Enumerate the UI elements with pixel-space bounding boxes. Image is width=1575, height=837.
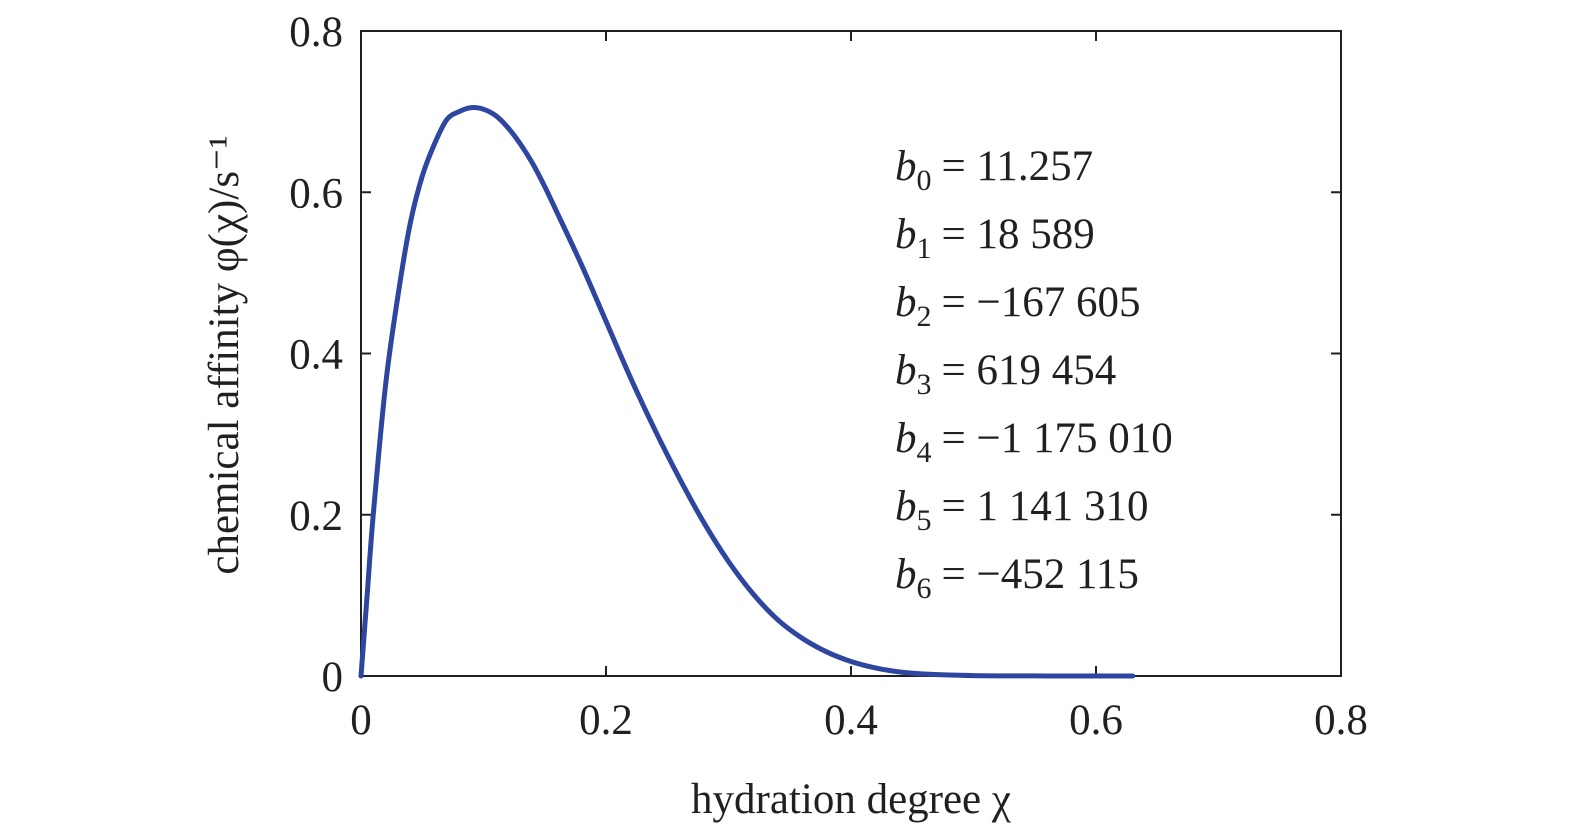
- x-tick-label: 0.2: [579, 697, 633, 744]
- x-tick-label: 0: [350, 697, 372, 744]
- x-tick-label: 0.6: [1069, 697, 1123, 744]
- y-axis-title: chemical affinity φ(χ)/s⁻¹: [201, 135, 248, 574]
- x-axis-ticks: 0 0.2 0.4 0.6 0.8: [350, 31, 1368, 744]
- y-tick-label: 0.8: [289, 9, 343, 56]
- parameter-label: b5 = 1 141 310: [895, 483, 1149, 537]
- y-tick-label: 0: [322, 654, 344, 701]
- x-tick-label: 0.8: [1314, 697, 1368, 744]
- y-axis-ticks: 0 0.2 0.4 0.6 0.8: [289, 9, 1341, 701]
- parameter-label: b2 = −167 605: [895, 279, 1141, 333]
- series-line: [358, 104, 1136, 679]
- y-tick-label: 0.4: [289, 332, 343, 379]
- parameter-label: b1 = 18 589: [895, 211, 1095, 265]
- y-tick-label: 0.2: [289, 493, 343, 540]
- parameter-label: b0 = 11.257: [895, 143, 1093, 197]
- parameter-label: b3 = 619 454: [895, 347, 1116, 401]
- x-tick-label: 0.4: [824, 697, 878, 744]
- x-axis-title: hydration degree χ: [691, 776, 1011, 823]
- parameter-label: b4 = −1 175 010: [895, 415, 1173, 469]
- parameter-list: b0 = 11.257 b1 = 18 589 b2 = −167 605 b3 = 619 …: [895, 143, 1173, 605]
- parameter-label: b6 = −452 115: [895, 551, 1139, 605]
- y-tick-label: 0.6: [289, 170, 343, 217]
